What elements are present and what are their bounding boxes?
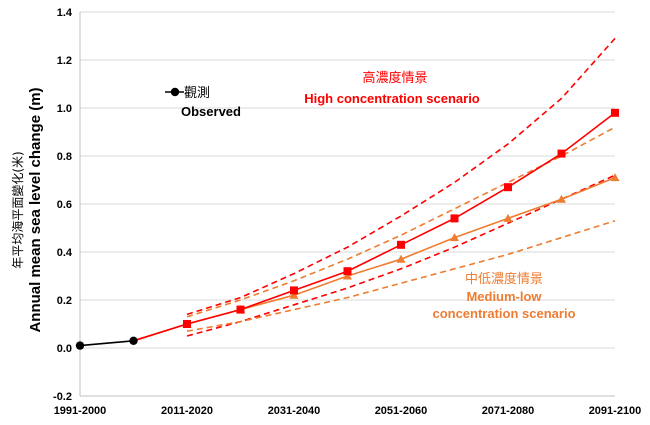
series-1-line	[133, 112, 616, 342]
series-2-point	[503, 213, 513, 222]
legend-high: 高濃度情景 High concentration scenario	[304, 70, 480, 106]
legend-observed-zh: 觀測	[184, 86, 210, 101]
legend-medium-en-line1: Medium-low	[466, 289, 542, 304]
x-tick-label: 2031-2040	[268, 405, 321, 417]
y-tick-label: 1.4	[57, 7, 73, 19]
grid-lines	[80, 11, 615, 397]
series-2-range-upper-line	[186, 126, 616, 318]
y-tick-label: 0.2	[57, 295, 72, 307]
series-2-point	[343, 271, 352, 280]
series-2-point	[450, 233, 459, 242]
series-1-point	[557, 149, 566, 158]
x-axis-ticks: 1991-2000 2011-2020 2031-2040 2051-2060 2071…	[54, 405, 642, 417]
series-0-point	[75, 341, 85, 350]
y-axis-label: Annual mean sea level change (m) 年平均海平面變…	[10, 87, 44, 332]
series-1-point	[397, 240, 405, 249]
y-axis-label-en: Annual mean sea level change (m)	[27, 87, 44, 332]
legend-observed-marker	[170, 87, 180, 97]
y-tick-label: 0.8	[57, 151, 72, 163]
legend-medium-en-line2: concentration scenario	[432, 306, 575, 321]
y-tick-label: 1.2	[57, 55, 72, 67]
series-1-point	[183, 320, 191, 328]
series-1-point	[343, 267, 352, 276]
series-0-line	[79, 340, 134, 347]
series-1-point	[290, 286, 298, 295]
y-tick-label: -0.2	[53, 391, 72, 403]
y-tick-label: 0.6	[57, 199, 72, 211]
series-layer	[75, 37, 620, 350]
series-1-range-lower-line	[186, 174, 616, 337]
series-1-point	[504, 183, 512, 192]
y-tick-label: 1.0	[57, 103, 72, 115]
x-tick-label: 2011-2020	[161, 405, 213, 417]
y-axis-ticks: -0.2 0.0 0.2 0.4 0.6 0.8 1.0 1.2 1.4	[53, 7, 73, 403]
series-2-point	[396, 254, 406, 263]
legend-observed: 觀測 Observed	[165, 86, 241, 119]
x-tick-label: 2071-2080	[482, 405, 535, 417]
series-1-range-upper-line	[186, 37, 616, 316]
legend-medium: 中低濃度情景 Medium-low concentration scenario	[432, 271, 575, 321]
legend-medium-zh: 中低濃度情景	[465, 271, 543, 287]
series-0-point	[129, 336, 138, 345]
x-tick-label: 2051-2060	[375, 405, 428, 417]
x-tick-label: 2091-2100	[589, 405, 642, 417]
y-axis-label-zh: 年平均海平面變化(米)	[10, 151, 25, 268]
legend-observed-en: Observed	[181, 104, 241, 119]
x-tick-label: 1991-2000	[54, 405, 107, 417]
axes	[79, 12, 615, 397]
legend-high-en: High concentration scenario	[304, 91, 480, 106]
series-1-point	[611, 108, 619, 117]
series-2-point	[610, 173, 620, 182]
y-tick-label: 0.0	[57, 343, 72, 355]
legend: 觀測 Observed 高濃度情景 High concentration sce…	[165, 70, 576, 321]
y-tick-label: 0.4	[57, 247, 73, 259]
series-1-point	[236, 305, 245, 314]
series-2-point	[557, 194, 566, 203]
series-2-range-lower-line	[186, 220, 616, 332]
series-2-point	[289, 290, 299, 299]
legend-high-zh: 高濃度情景	[362, 70, 427, 86]
series-1-point	[450, 214, 459, 223]
